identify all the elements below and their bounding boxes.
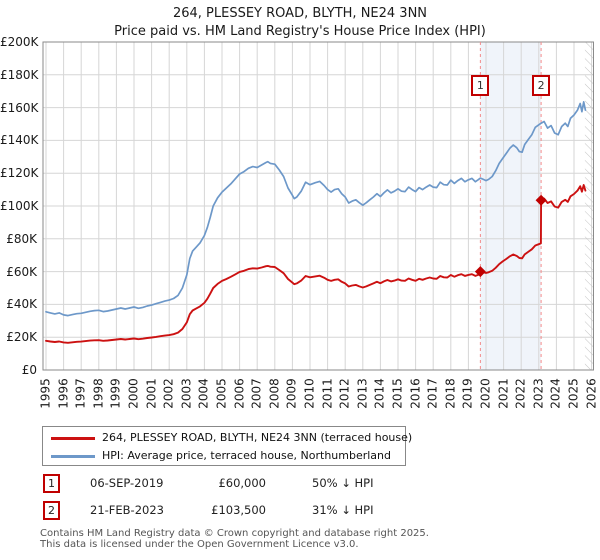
future-hatch-region: [584, 42, 594, 370]
x-tick-label: 2015: [390, 378, 405, 409]
x-tick-label: 2022: [513, 378, 528, 409]
y-tick-label: £100K: [0, 199, 39, 213]
x-tick-label: 2024: [548, 378, 563, 409]
y-tick-label: £60K: [6, 264, 37, 279]
page-subtitle: Price paid vs. HM Land Registry's House …: [114, 24, 486, 39]
x-tick-label: 2010: [302, 378, 317, 409]
y-tick-label: £140K: [0, 133, 39, 148]
transaction-row-1: 1 06-SEP-2019 £60,000 50% ↓ HPI: [0, 474, 600, 493]
y-tick-label: £80K: [6, 231, 37, 246]
x-tick-label: 2017: [425, 378, 440, 409]
y-tick-label: £200K: [0, 35, 39, 49]
x-tick-label: 2021: [496, 378, 511, 409]
transaction-2-hpi-delta: 31% ↓ HPI: [312, 503, 374, 517]
x-tick-label: 2004: [196, 378, 211, 409]
x-tick-label: 2026: [584, 378, 599, 409]
x-tick-label: 2009: [284, 378, 299, 409]
x-tick-label: 2000: [126, 378, 141, 409]
y-tick-label: £0: [21, 363, 37, 377]
page-title: 264, PLESSEY ROAD, BLYTH, NE24 3NN: [172, 6, 428, 21]
x-tick-label: 2014: [372, 378, 387, 409]
x-tick-label: 2003: [179, 378, 194, 409]
x-tick-label: 2020: [478, 378, 493, 409]
copyright-line: Contains HM Land Registry data © Crown c…: [40, 528, 429, 539]
x-tick-label: 2025: [566, 378, 581, 409]
transaction-2-badge: 2: [43, 501, 60, 520]
legend-label: 264, PLESSEY ROAD, BLYTH, NE24 3NN (terr…: [102, 431, 413, 444]
x-tick-label: 2008: [267, 378, 282, 409]
y-tick-label: £180K: [0, 67, 39, 82]
x-tick-label: 1997: [73, 378, 88, 409]
transaction-row-2: 2 21-FEB-2023 £103,500 31% ↓ HPI: [0, 501, 600, 520]
transaction-1-badge: 1: [43, 474, 60, 493]
legend-item-hpi: HPI: Average price, terraced house, Nort…: [43, 448, 405, 464]
x-tick-label: 2019: [460, 378, 475, 409]
x-tick-label: 2012: [337, 378, 352, 409]
sale-flag-1: 1: [471, 75, 490, 96]
transaction-1-hpi-delta: 50% ↓ HPI: [312, 476, 374, 490]
x-tick-label: 2007: [249, 378, 264, 409]
x-tick-label: 2013: [355, 378, 370, 409]
legend-item-property: 264, PLESSEY ROAD, BLYTH, NE24 3NN (terr…: [43, 430, 412, 446]
sale-flag-2: 2: [532, 75, 551, 96]
x-tick-label: 2005: [214, 378, 229, 409]
x-tick-label: 2018: [443, 378, 458, 409]
property-line-sample: [51, 437, 95, 440]
y-tick-label: £120K: [0, 166, 39, 181]
x-tick-label: 1999: [108, 378, 123, 409]
property-price-line: [45, 184, 587, 344]
hpi-line-sample: [51, 455, 95, 458]
transaction-2-date: 21-FEB-2023: [90, 503, 164, 517]
x-tick-label: 1996: [56, 378, 71, 409]
licence-line: This data is licensed under the Open Gov…: [40, 539, 359, 550]
y-tick-label: £20K: [6, 330, 37, 345]
x-tick-label: 2006: [232, 378, 247, 409]
x-tick-label: 2016: [408, 378, 423, 409]
x-tick-label: 2001: [144, 378, 159, 409]
sale-marker-1: [474, 266, 486, 278]
x-tick-label: 1998: [91, 378, 106, 409]
transaction-2-price: £103,500: [211, 503, 266, 517]
x-tick-label: 2011: [320, 378, 335, 409]
transaction-1-price: £60,000: [218, 476, 266, 490]
legend-label: HPI: Average price, terraced house, Nort…: [102, 449, 391, 462]
x-tick-label: 1995: [38, 378, 53, 409]
hpi-line: [45, 101, 587, 317]
y-tick-label: £160K: [0, 100, 39, 115]
sale-marker-2: [535, 194, 547, 206]
chart-legend: 264, PLESSEY ROAD, BLYTH, NE24 3NN (terr…: [42, 426, 412, 466]
x-tick-label: 2023: [531, 378, 546, 409]
y-tick-label: £40K: [6, 297, 37, 312]
chart-canvas: [42, 41, 594, 371]
price-chart: £0 £20K £40K £60K £80K £100K £120K £140K £160K £1…: [0, 35, 599, 409]
plot-border: [42, 41, 594, 371]
transaction-1-date: 06-SEP-2019: [90, 476, 164, 490]
x-tick-label: 2002: [161, 378, 176, 409]
